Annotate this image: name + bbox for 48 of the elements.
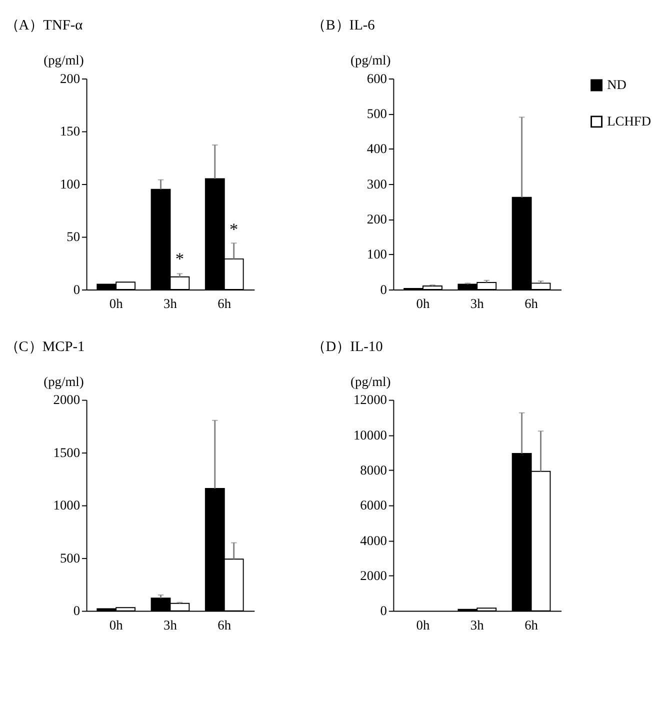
y-tick-label: 1500 bbox=[53, 444, 80, 460]
y-tick-label: 12000 bbox=[353, 392, 388, 408]
y-tick-label: 1000 bbox=[53, 498, 80, 513]
y-tick-label: 300 bbox=[366, 176, 388, 192]
y-axis-title: (pg/ml) bbox=[350, 52, 391, 68]
y-tick-label: 6000 bbox=[360, 498, 388, 513]
chart-title: （C）MCP-1 bbox=[4, 338, 85, 355]
annotation: * bbox=[230, 220, 238, 240]
x-tick-label: 0h bbox=[109, 296, 124, 312]
y-tick-label: 100 bbox=[366, 246, 388, 262]
x-tick-label: 6h bbox=[218, 618, 232, 633]
y-tick-label: 4000 bbox=[360, 532, 388, 548]
y-tick-label: 0 bbox=[380, 282, 388, 297]
x-tick-label: 0h bbox=[416, 296, 430, 312]
y-axis-title: (pg/ml) bbox=[44, 52, 84, 68]
y-tick-label: 0 bbox=[380, 603, 388, 618]
y-tick-label: 500 bbox=[366, 106, 388, 121]
x-tick-label: 6h bbox=[524, 296, 538, 312]
y-tick-label: 2000 bbox=[360, 568, 388, 583]
y-tick-label: 150 bbox=[60, 124, 80, 139]
y-axis-title: (pg/ml) bbox=[44, 374, 84, 389]
x-tick-label: 3h bbox=[470, 296, 484, 312]
y-tick-label: 2000 bbox=[53, 392, 80, 408]
y-tick-label: 500 bbox=[60, 550, 80, 566]
chart-title: （B）IL-6 bbox=[312, 18, 375, 34]
y-tick-label: 0 bbox=[73, 282, 80, 297]
x-tick-label: 6h bbox=[524, 618, 538, 633]
y-tick-label: 10000 bbox=[353, 427, 388, 442]
y-tick-label: 600 bbox=[366, 70, 388, 86]
y-tick-label: 50 bbox=[66, 229, 80, 244]
y-tick-label: 0 bbox=[73, 603, 80, 618]
y-tick-label: 200 bbox=[60, 70, 80, 86]
x-tick-label: 3h bbox=[164, 296, 178, 312]
x-tick-label: 3h bbox=[164, 618, 178, 633]
chart-title: （A）TNF-α bbox=[4, 18, 84, 34]
legend-label: LCHFD bbox=[607, 114, 652, 129]
chart-title: （D）IL-10 bbox=[312, 338, 383, 355]
y-tick-label: 200 bbox=[366, 212, 388, 226]
x-tick-label: 0h bbox=[416, 618, 430, 633]
x-tick-label: 0h bbox=[109, 618, 124, 633]
y-tick-label: 400 bbox=[366, 141, 388, 156]
x-tick-label: 3h bbox=[470, 618, 484, 633]
y-tick-label: 100 bbox=[60, 176, 80, 192]
x-tick-label: 6h bbox=[218, 296, 232, 312]
y-tick-label: 8000 bbox=[360, 462, 388, 478]
y-axis-title: (pg/ml) bbox=[350, 374, 391, 389]
annotation: * bbox=[175, 250, 184, 269]
legend-label: ND bbox=[607, 77, 627, 92]
